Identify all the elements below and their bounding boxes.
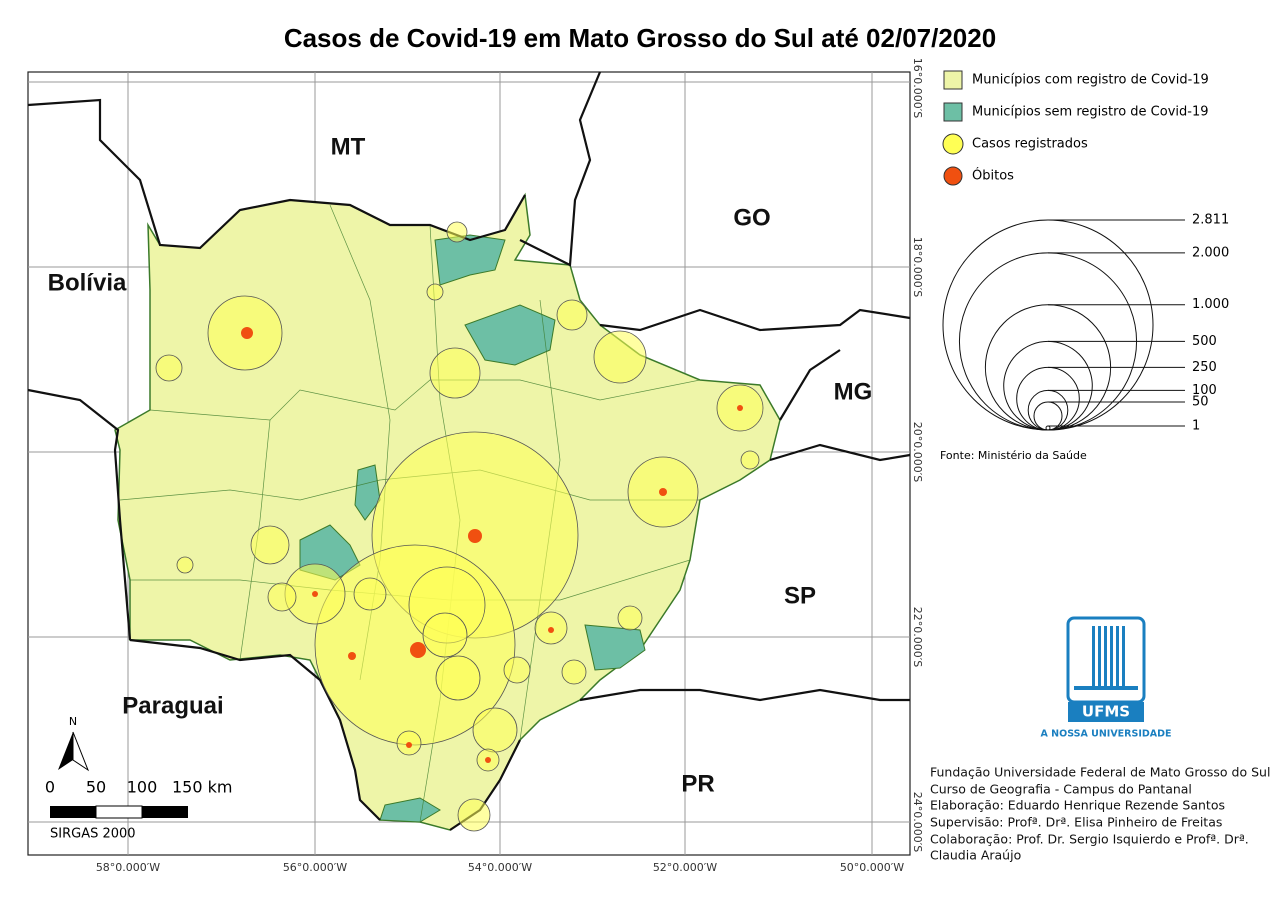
- size-circle: [1016, 366, 1080, 431]
- legend-entry: Municípios com registro de Covid-19: [972, 73, 1209, 88]
- legend: Municípios com registro de Covid-19 Muni…: [940, 70, 1229, 462]
- no-case-municipalities: [299, 234, 646, 823]
- legend-entry: Casos registrados: [972, 137, 1088, 152]
- region-label: Paraguai: [122, 692, 223, 719]
- credits: Fundação Universidade Federal de Mato Gr…: [930, 765, 1270, 863]
- north-arrow: N: [58, 715, 90, 772]
- legend-entry: Municípios sem registro de Covid-19: [972, 105, 1209, 120]
- size-circle: [1003, 340, 1093, 431]
- credit-line: Curso de Geografia - Campus do Pantanal: [930, 782, 1192, 797]
- lat-label: 22°0.000′S: [911, 607, 924, 667]
- lat-label: 24°0.000′S: [911, 792, 924, 852]
- scale-label: 0: [45, 778, 55, 797]
- case-circles: [155, 221, 764, 832]
- logo-name: UFMS: [1082, 703, 1130, 721]
- region-label: Bolívia: [48, 269, 127, 296]
- credit-line: Claudia Araújo: [930, 848, 1021, 863]
- credit-line: Supervisão: Profª. Drª. Elisa Pinheiro d…: [930, 815, 1222, 830]
- map-title: Casos de Covid-19 em Mato Grosso do Sul …: [284, 23, 996, 53]
- size-label: 50: [1192, 394, 1209, 409]
- map: MT GO Bolívia MG SP Paraguai PR 58°0.000…: [27, 58, 924, 874]
- region-label: MT: [331, 133, 366, 160]
- credit-line: Colaboração: Prof. Dr. Sergio Isquierdo …: [930, 832, 1249, 847]
- lon-label: 54°0.000′W: [468, 861, 532, 874]
- scale-bar: 0 50 100 150 km SIRGAS 2000: [45, 778, 233, 842]
- legend-entry: Óbitos: [972, 168, 1014, 184]
- size-label: 100: [1192, 383, 1217, 398]
- size-circle: [1027, 389, 1069, 431]
- size-label: 250: [1192, 360, 1217, 375]
- size-circle: [942, 219, 1154, 431]
- ufms-logo: UFMS A NOSSA UNIVERSIDADE: [1041, 616, 1172, 740]
- size-label: 500: [1192, 334, 1217, 349]
- region-label: GO: [733, 204, 770, 231]
- logo-tagline: A NOSSA UNIVERSIDADE: [1041, 729, 1172, 740]
- lon-label: 50°0.000′W: [840, 861, 904, 874]
- lon-label: 52°0.000′W: [653, 861, 717, 874]
- size-label: 2.000: [1192, 245, 1229, 260]
- lat-label: 20°0.000′S: [911, 422, 924, 482]
- region-label: MG: [834, 378, 873, 405]
- lat-label: 16°0.000′S: [911, 58, 924, 118]
- lat-label: 18°0.000′S: [911, 237, 924, 297]
- lon-label: 58°0.000′W: [96, 861, 160, 874]
- region-label: SP: [784, 582, 816, 609]
- lon-label: 56°0.000′W: [283, 861, 347, 874]
- scale-label: 50: [86, 778, 106, 797]
- north-label: N: [69, 715, 77, 728]
- crs-label: SIRGAS 2000: [50, 827, 136, 842]
- scale-label: 100: [127, 778, 158, 797]
- credit-line: Fundação Universidade Federal de Mato Gr…: [930, 765, 1270, 780]
- credit-line: Elaboração: Eduardo Henrique Rezende San…: [930, 798, 1225, 813]
- size-label: 2.811: [1192, 213, 1229, 228]
- size-circle: [1045, 425, 1051, 431]
- scale-label: 150 km: [172, 778, 232, 797]
- size-label: 1: [1192, 419, 1200, 434]
- region-label: PR: [681, 770, 714, 797]
- source: Fonte: Ministério da Saúde: [940, 449, 1087, 462]
- size-label: 1.000: [1192, 297, 1229, 312]
